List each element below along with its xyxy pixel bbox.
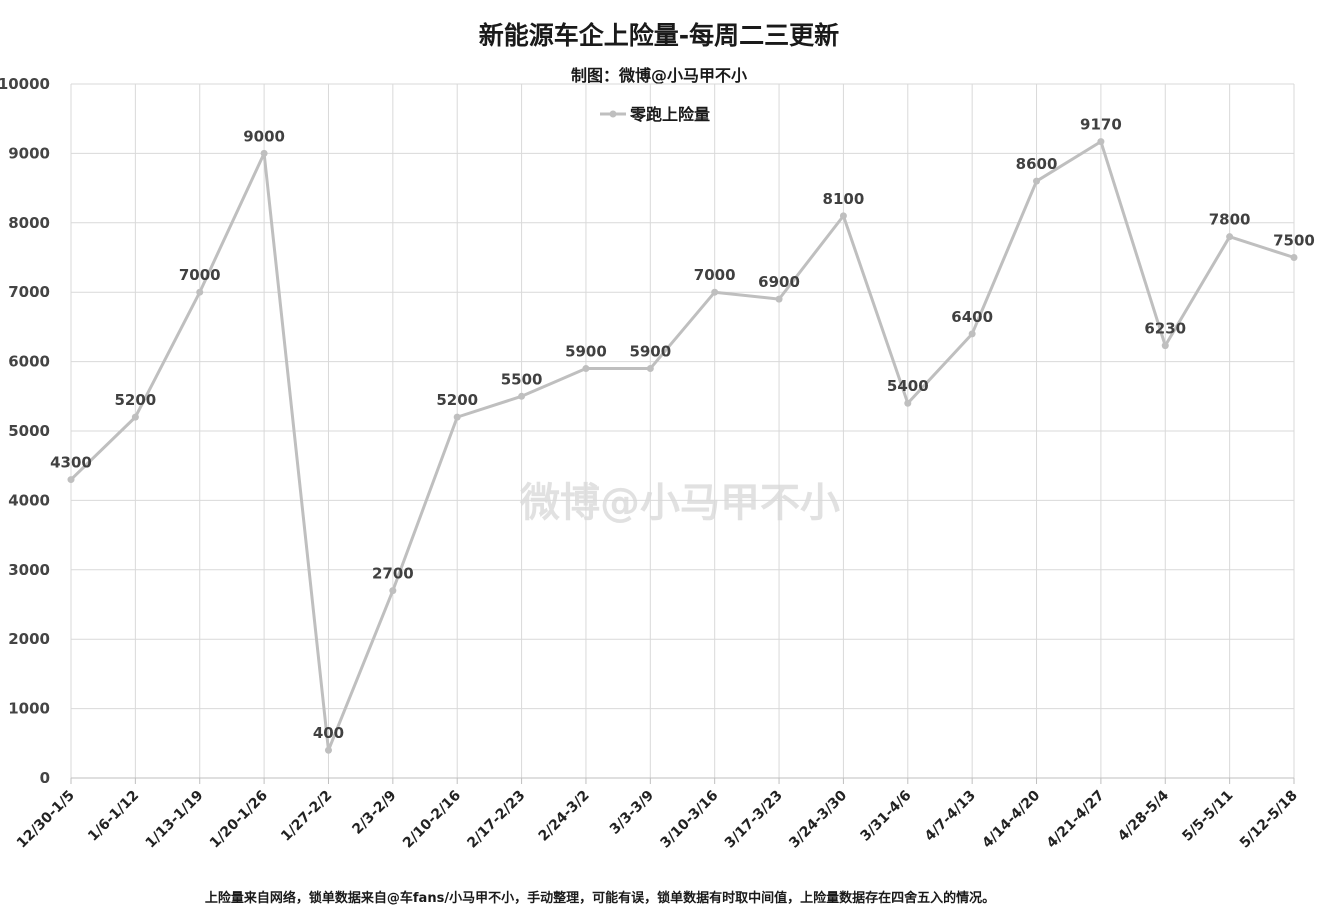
data-point <box>1161 342 1169 350</box>
data-label: 8600 <box>1016 155 1058 173</box>
y-tick-label: 7000 <box>8 283 50 301</box>
x-tick-label: 1/27-2/2 <box>278 788 335 845</box>
legend-marker <box>609 110 617 118</box>
data-point <box>904 399 912 407</box>
data-label: 2700 <box>372 565 414 583</box>
y-tick-label: 8000 <box>8 214 50 232</box>
x-tick-label: 5/5-5/11 <box>1179 788 1236 845</box>
data-label: 7000 <box>694 266 736 284</box>
data-label: 5900 <box>565 343 607 361</box>
data-point <box>131 413 139 421</box>
data-label: 4300 <box>50 454 92 472</box>
data-point <box>1033 177 1041 185</box>
data-point <box>582 365 590 373</box>
data-point <box>1290 254 1298 261</box>
data-point <box>67 476 75 484</box>
y-tick-label: 1000 <box>8 700 50 718</box>
y-tick-label: 5000 <box>8 422 50 440</box>
y-tick-label: 3000 <box>8 561 50 579</box>
x-tick-label: 2/24-3/2 <box>536 788 593 845</box>
footnote: 上险量来自网络，锁单数据来自@车fans/小马甲不小，手动整理，可能有误，锁单数… <box>204 891 996 906</box>
data-label: 6400 <box>951 308 993 326</box>
data-point <box>518 392 526 400</box>
data-label: 6230 <box>1144 320 1186 338</box>
data-point <box>389 587 397 595</box>
data-label: 7000 <box>179 266 221 284</box>
x-tick-label: 3/3-3/9 <box>607 788 657 838</box>
data-label: 9170 <box>1080 116 1122 134</box>
x-tick-label: 4/28-5/4 <box>1115 787 1172 844</box>
x-tick-label: 3/31-4/6 <box>858 788 915 845</box>
x-tick-label: 4/14-4/20 <box>979 787 1043 851</box>
data-point <box>839 212 847 220</box>
x-tick-label: 1/20-1/26 <box>207 788 271 852</box>
data-point <box>646 365 654 373</box>
y-tick-label: 4000 <box>8 491 50 509</box>
x-tick-label: 1/13-1/19 <box>143 788 207 852</box>
x-tick-label: 2/10-2/16 <box>400 788 464 852</box>
data-point <box>453 413 461 421</box>
chart-subtitle: 制图：微博@小马甲不小 <box>570 66 747 85</box>
y-tick-label: 9000 <box>8 144 50 162</box>
data-label: 5500 <box>501 370 543 388</box>
y-tick-label: 2000 <box>8 630 50 648</box>
data-label: 9000 <box>243 127 285 145</box>
legend-label: 零跑上险量 <box>629 105 710 124</box>
x-tick-label: 4/21-4/27 <box>1044 788 1108 852</box>
data-point <box>1097 138 1105 146</box>
x-tick-label: 2/17-2/23 <box>464 788 528 852</box>
data-label: 7500 <box>1273 232 1315 250</box>
data-point <box>1226 233 1234 241</box>
series-line <box>69 140 1295 752</box>
data-label: 5900 <box>629 343 671 361</box>
data-point <box>711 288 719 296</box>
x-tick-label: 12/30-1/5 <box>14 788 78 852</box>
data-point <box>968 330 976 338</box>
x-tick-label: 4/7-4/13 <box>922 788 979 845</box>
watermark: 微博@小马甲不小 <box>520 480 840 526</box>
data-label: 6900 <box>758 273 800 291</box>
y-tick-label: 10000 <box>0 75 50 93</box>
data-label: 5200 <box>114 391 156 409</box>
x-tick-label: 3/17-3/23 <box>722 788 786 852</box>
chart-title: 新能源车企上险量-每周二三更新 <box>478 21 840 50</box>
x-tick-label: 3/24-3/30 <box>786 787 850 851</box>
x-tick-label: 3/10-3/16 <box>658 788 722 852</box>
data-point <box>196 288 204 296</box>
x-tick-label: 5/12-5/18 <box>1237 788 1301 852</box>
data-label: 8100 <box>823 190 865 208</box>
y-tick-label: 6000 <box>8 353 50 371</box>
data-point <box>260 149 268 157</box>
data-label: 5200 <box>436 391 478 409</box>
data-label: 7800 <box>1209 211 1251 229</box>
data-point <box>324 746 332 754</box>
data-label: 400 <box>313 724 344 742</box>
x-tick-label: 1/6-1/12 <box>85 788 142 845</box>
data-label: 5400 <box>887 377 929 395</box>
data-point <box>775 295 783 303</box>
y-tick-label: 0 <box>40 769 50 787</box>
x-tick-label: 2/3-2/9 <box>349 788 399 838</box>
